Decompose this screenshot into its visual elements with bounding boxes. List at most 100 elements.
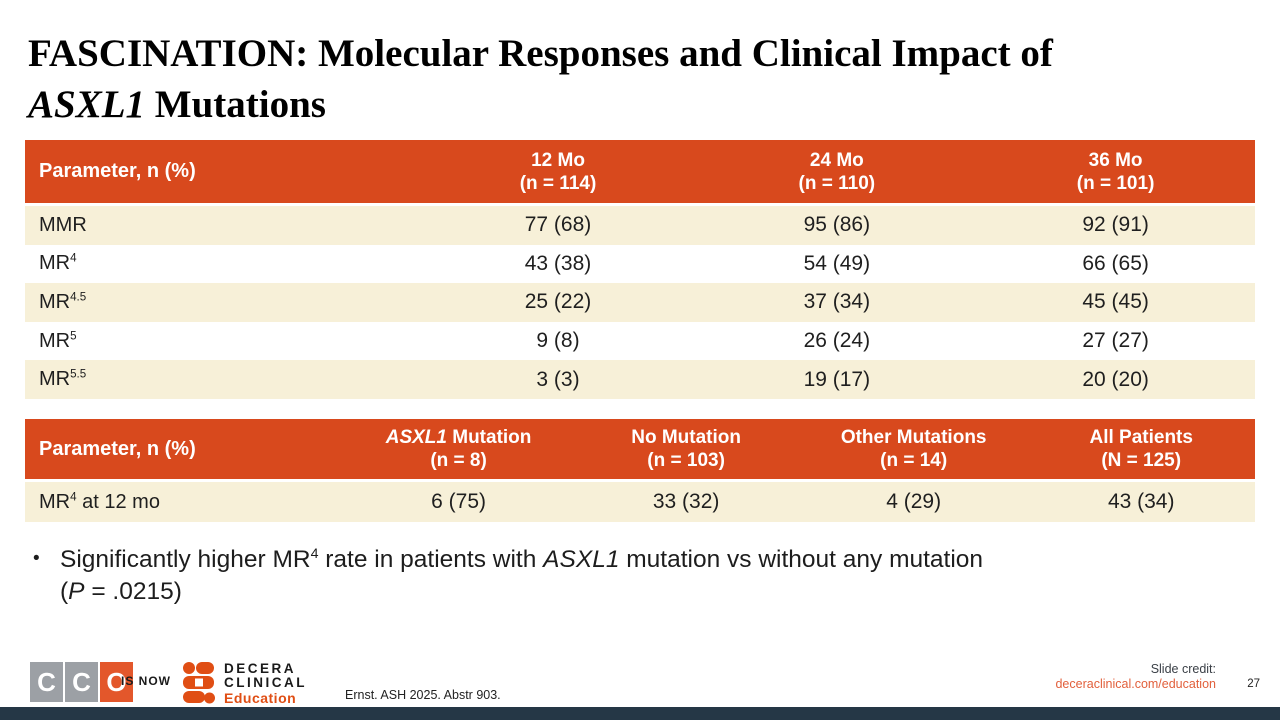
row-label-text: MR [39,368,71,391]
table1-header-12mo: 12 Mo (n = 114) [419,140,698,203]
row-label-sup: 5 [70,328,77,342]
row-label-mr5: MR5 [25,330,419,353]
bullet-sup: 4 [310,545,319,562]
bullet-text: Significantly higher MR4 rate in patient… [60,544,983,608]
table2-header-nomutation-n: (n = 103) [647,450,725,471]
table-row: MR5.5 3 (3) 19 (17) 20 (20) [25,360,1255,399]
table2-header-othermutations-n: (n = 14) [880,450,948,471]
table-row: MMR 77 (68) 95 (86) 92 (91) [25,206,1255,245]
table1-header-24mo: 24 Mo (n = 110) [697,140,976,203]
gene-name-italic: ASXL1 [385,427,447,448]
gene-name-italic: ASXL1 [543,546,620,573]
row-label-text: MR [39,290,71,313]
molecular-response-table: Parameter, n (%) 12 Mo (n = 114) 24 Mo (… [25,140,1255,399]
table2-header-allpatients: All Patients (N = 125) [1027,419,1255,479]
row-label-text: MMR [39,213,87,236]
cell-value: 92 (91) [1082,213,1149,237]
slide-title: FASCINATION: Molecular Responses and Cli… [28,28,1248,130]
bullet-marker: • [33,548,40,569]
table1-header-12mo-label: 12 Mo [531,149,585,171]
table1-header-36mo: 36 Mo (n = 101) [976,140,1255,203]
header-label-text: No Mutation [631,427,741,448]
header-label-text: Other Mutations [840,427,987,448]
cell-value: 6 (75) [431,490,486,513]
bottom-accent-bar [0,707,1280,720]
row-label-text: MR [39,252,71,275]
row-label-rest: at 12 mo [76,490,160,513]
decera-name-line1: DECERA [224,661,297,676]
table2-header-asxl1-label: ASXL1 Mutation [386,426,532,449]
bullet-text-part: rate in patients with [318,546,544,573]
table2-header-othermutations: Other Mutations (n = 14) [800,419,1028,479]
cell-value: 77 (68) [524,213,592,237]
cell-value: 43 (38) [524,251,592,275]
slide-title-line2: ASXL1 Mutations [28,79,1248,130]
cell-value: 26 (24) [803,329,871,353]
slide-title-gene: ASXL1 [28,83,146,126]
bullet-text-part: = .0215) [84,578,182,605]
cell-value: 27 (27) [1082,329,1149,353]
row-label-text: MR [39,329,71,352]
table-row: MR4 43 (38) 54 (49) 66 (65) [25,244,1255,284]
table1-header-36mo-n: (n = 101) [1076,172,1155,194]
row-label-sup: 4 [70,489,77,503]
table-row: MR4.5 25 (22) 37 (34) 45 (45) [25,283,1255,322]
table1-header-24mo-label: 24 Mo [809,149,864,171]
row-label-mr45: MR4.5 [25,291,419,314]
bullet-text-part: mutation vs without any mutation [619,546,984,573]
slide-title-line1-text: FASCINATION: Molecular Responses and Cli… [28,32,1053,75]
row-label-mmr: MMR [25,214,419,237]
table2-header-nomutation: No Mutation (n = 103) [572,419,800,479]
page-number: 27 [1247,678,1260,690]
cell-value: 54 (49) [803,251,871,275]
cco-logo-letter: C [65,662,98,702]
slide-credit: Slide credit: deceraclinical.com/educati… [1055,662,1216,692]
decera-logo-icon [183,661,215,710]
table1-header-36mo-label: 36 Mo [1088,149,1143,171]
table-row: MR5 9 (8) 26 (24) 27 (27) [25,321,1255,361]
bullet-text-part: ( [60,578,69,605]
is-now-label: IS NOW [121,674,171,688]
table2-header-asxl1: ASXL1 Mutation (n = 8) [345,419,573,479]
row-label-sup: 4.5 [70,290,87,304]
cell-value: 37 (34) [803,290,871,314]
mutation-status-table: Parameter, n (%) ASXL1 Mutation (n = 8) … [25,419,1255,522]
row-label-mr55: MR5.5 [25,368,419,391]
table2-header-asxl1-n: (n = 8) [430,450,487,471]
cell-value: 4 (29) [886,490,942,513]
row-label-text: MR [39,490,71,513]
slide-credit-label: Slide credit: [1150,662,1216,676]
row-label-sup: 4 [70,251,77,265]
cell-value: 9 (8) [536,329,580,353]
table-row: MR4 at 12 mo 6 (75) 33 (32) 4 (29) 43 (3… [25,482,1255,522]
slide-title-line2-text: Mutations [145,83,326,126]
cell-value: 66 (65) [1082,251,1149,275]
table2-header-allpatients-n: (N = 125) [1101,450,1182,471]
table1-header-24mo-n: (n = 110) [798,172,876,194]
reference-citation: Ernst. ASH 2025. Abstr 903. [345,688,501,702]
row-label-mr4-12mo: MR4 at 12 mo [25,491,345,514]
decera-education-label: Education [224,690,297,706]
cco-logo-letter: O [100,662,133,702]
p-value-italic: P [68,578,85,605]
cco-logo: C C O [30,662,133,702]
cco-logo-letter: C [30,662,63,702]
table2-header-row: Parameter, n (%) ASXL1 Mutation (n = 8) … [25,419,1255,479]
table1-header-12mo-n: (n = 114) [519,172,597,194]
cell-value: 20 (20) [1082,367,1149,391]
cell-value: 43 (34) [1107,490,1175,513]
table1-header-row: Parameter, n (%) 12 Mo (n = 114) 24 Mo (… [25,140,1255,203]
slide-title-line1: FASCINATION: Molecular Responses and Cli… [28,28,1248,79]
slide-credit-link[interactable]: deceraclinical.com/education [1055,677,1216,691]
key-finding-bullet: • Significantly higher MR4 rate in patie… [33,544,1248,608]
cell-value: 3 (3) [536,367,580,391]
cell-value: 45 (45) [1082,290,1149,314]
decera-logo-text: DECERA CLINICAL Education [224,662,307,706]
table2-header-parameter: Parameter, n (%) [39,437,196,460]
decera-name-line2: CLINICAL [224,675,307,690]
cell-value: 33 (32) [652,490,720,513]
cell-value: 25 (22) [524,290,592,314]
header-label-text: Mutation [446,427,532,448]
row-label-mr4: MR4 [25,252,419,275]
row-label-sup: 5.5 [70,367,87,381]
